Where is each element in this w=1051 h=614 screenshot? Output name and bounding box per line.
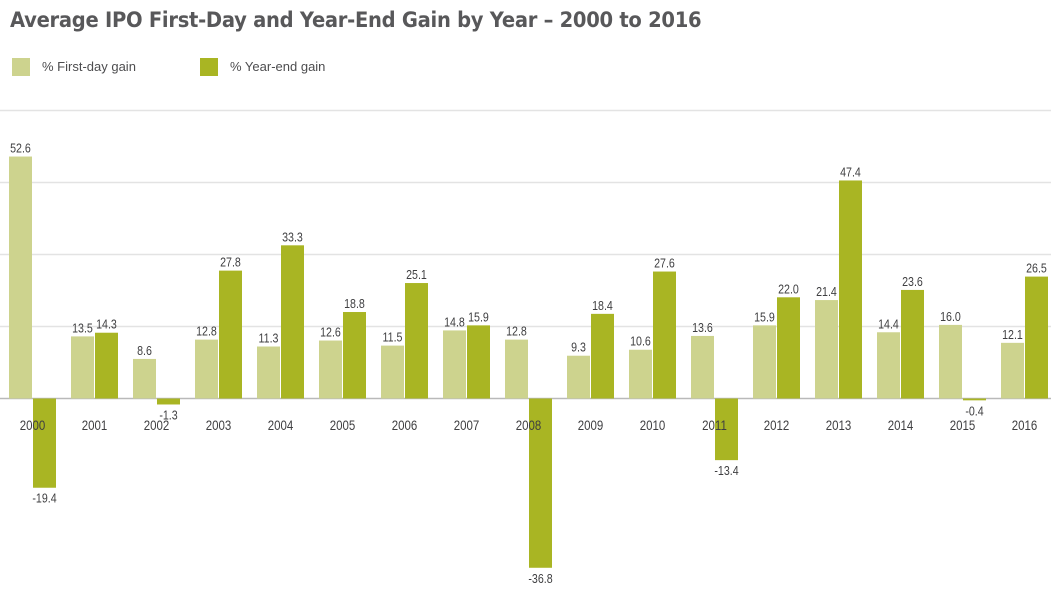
- bar-year-end-2016: [1025, 276, 1048, 399]
- bar-year-end-2012: [777, 297, 800, 399]
- bar-year-end-2008: [529, 398, 552, 568]
- data-label-year-end-2011: -13.4: [714, 463, 739, 478]
- x-tick-label-2006: 2006: [392, 417, 418, 433]
- data-label-first-day-2005: 12.6: [320, 325, 341, 340]
- data-label-year-end-2003: 27.8: [220, 255, 241, 270]
- x-tick-label-2016: 2016: [1012, 417, 1038, 433]
- data-label-year-end-2004: 33.3: [282, 229, 303, 244]
- bar-year-end-2007: [467, 325, 490, 399]
- x-tick-label-2005: 2005: [330, 417, 356, 433]
- x-tick-label-2003: 2003: [206, 417, 232, 433]
- bar-first-day-2016: [1001, 342, 1024, 399]
- data-label-year-end-2007: 15.9: [468, 309, 489, 324]
- data-label-first-day-2007: 14.8: [444, 314, 465, 329]
- bar-first-day-2013: [815, 300, 838, 399]
- x-tick-label-2000: 2000: [20, 417, 46, 433]
- bar-year-end-2009: [591, 313, 614, 399]
- bar-first-day-2000: [9, 156, 32, 399]
- data-label-year-end-2010: 27.6: [654, 256, 675, 271]
- data-label-first-day-2014: 14.4: [878, 316, 899, 331]
- legend-label-first-day: % First-day gain: [42, 59, 136, 74]
- bar-year-end-2014: [901, 289, 924, 399]
- bar-year-end-2013: [839, 180, 862, 399]
- bar-first-day-2007: [443, 330, 466, 399]
- data-label-year-end-2015: -0.4: [965, 403, 984, 418]
- bar-first-day-2011: [691, 335, 714, 399]
- legend-swatch-first-day: [12, 58, 30, 76]
- bar-first-day-2005: [319, 340, 342, 399]
- bar-first-day-2010: [629, 349, 652, 399]
- data-label-year-end-2016: 26.5: [1026, 261, 1047, 276]
- x-tick-label-2010: 2010: [640, 417, 666, 433]
- bar-year-end-2011: [715, 398, 738, 461]
- x-tick-label-2009: 2009: [578, 417, 604, 433]
- data-label-first-day-2000: 52.6: [10, 141, 31, 156]
- data-label-year-end-2006: 25.1: [406, 267, 427, 282]
- bar-year-end-2010: [653, 271, 676, 399]
- bar-first-day-2012: [753, 325, 776, 399]
- data-label-year-end-2000: -19.4: [32, 491, 57, 506]
- data-label-first-day-2010: 10.6: [630, 334, 651, 349]
- data-label-first-day-2008: 12.8: [506, 324, 527, 339]
- x-tick-label-2004: 2004: [268, 417, 294, 433]
- data-label-year-end-2012: 22.0: [778, 281, 799, 296]
- data-label-first-day-2003: 12.8: [196, 324, 217, 339]
- data-label-first-day-2016: 12.1: [1002, 327, 1023, 342]
- bar-year-end-2001: [95, 332, 118, 399]
- data-label-first-day-2001: 13.5: [72, 320, 93, 335]
- legend-label-year-end: % Year-end gain: [230, 59, 326, 74]
- data-label-year-end-2013: 47.4: [840, 164, 861, 179]
- data-label-first-day-2012: 15.9: [754, 309, 775, 324]
- bar-first-day-2015: [939, 324, 962, 399]
- bar-year-end-2005: [343, 312, 366, 399]
- bar-first-day-2009: [567, 355, 590, 399]
- x-tick-label-2015: 2015: [950, 417, 976, 433]
- bar-year-end-2015: [963, 398, 986, 401]
- data-label-year-end-2009: 18.4: [592, 298, 613, 313]
- data-label-first-day-2011: 13.6: [692, 320, 713, 335]
- bar-year-end-2004: [281, 245, 304, 399]
- data-label-year-end-2001: 14.3: [96, 317, 117, 332]
- data-label-year-end-2005: 18.8: [344, 296, 365, 311]
- bar-first-day-2002: [133, 358, 156, 399]
- bar-first-day-2004: [257, 346, 280, 399]
- bar-first-day-2008: [505, 339, 528, 399]
- data-label-year-end-2002: -1.3: [159, 407, 178, 422]
- bar-year-end-2003: [219, 270, 242, 399]
- data-label-year-end-2008: -36.8: [528, 571, 553, 586]
- data-label-first-day-2013: 21.4: [816, 284, 837, 299]
- x-tick-label-2007: 2007: [454, 417, 480, 433]
- data-label-first-day-2006: 11.5: [383, 330, 403, 345]
- x-tick-label-2008: 2008: [516, 417, 542, 433]
- x-tick-label-2011: 2011: [702, 417, 727, 433]
- data-label-first-day-2015: 16.0: [940, 309, 961, 324]
- bar-year-end-2002: [157, 398, 180, 405]
- data-label-first-day-2009: 9.3: [571, 340, 586, 355]
- data-label-first-day-2004: 11.3: [259, 330, 279, 345]
- bar-first-day-2014: [877, 332, 900, 399]
- data-label-first-day-2002: 8.6: [137, 343, 152, 358]
- bar-year-end-2006: [405, 283, 428, 399]
- x-tick-label-2012: 2012: [764, 417, 790, 433]
- x-tick-label-2001: 2001: [82, 417, 108, 433]
- bar-first-day-2001: [71, 336, 94, 399]
- x-tick-label-2014: 2014: [888, 417, 914, 433]
- legend-swatch-year-end: [200, 58, 218, 76]
- chart-title: Average IPO First-Day and Year-End Gain …: [10, 8, 702, 32]
- bar-first-day-2003: [195, 339, 218, 399]
- bar-year-end-2000: [33, 398, 56, 488]
- bar-first-day-2006: [381, 345, 404, 399]
- x-tick-label-2013: 2013: [826, 417, 852, 433]
- data-label-year-end-2014: 23.6: [902, 274, 923, 289]
- x-tick-label-2002: 2002: [144, 417, 170, 433]
